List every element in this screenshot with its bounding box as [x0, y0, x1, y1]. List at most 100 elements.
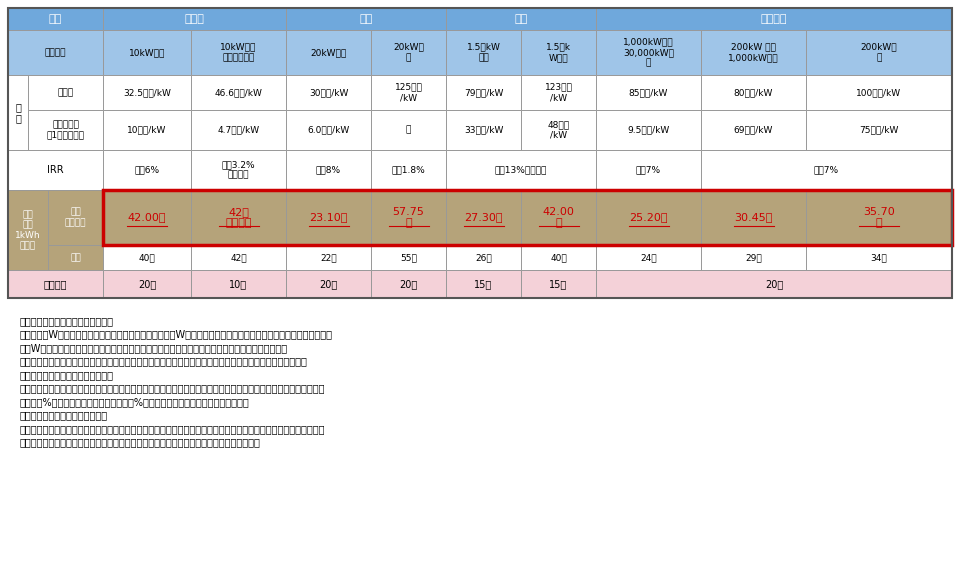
Bar [28, 75, 103, 110]
Bar [521, 245, 596, 270]
Bar [371, 75, 446, 110]
Text: 24円: 24円 [640, 253, 657, 262]
Text: 46.6万円/kW: 46.6万円/kW [215, 88, 262, 97]
Text: 税抜: 税抜 [70, 253, 81, 262]
Bar [191, 150, 286, 190]
Text: 調達
価格
1kWh
当たり: 調達 価格 1kWh 当たり [15, 210, 41, 250]
Text: 電源: 電源 [49, 14, 62, 24]
Text: 42円
（＊１）: 42円 （＊１） [226, 207, 252, 229]
Bar [286, 8, 446, 30]
Text: 42.00円: 42.00円 [128, 212, 166, 223]
Bar [701, 150, 952, 190]
Bar [8, 270, 103, 298]
Bar [191, 190, 286, 245]
Bar [446, 8, 596, 30]
Bar [103, 190, 191, 245]
Text: 30万円/kW: 30万円/kW [309, 88, 348, 97]
Bar [371, 245, 446, 270]
Bar [103, 150, 191, 190]
Bar [286, 190, 371, 245]
Text: 25.20円: 25.20円 [629, 212, 668, 223]
Bar [103, 110, 191, 150]
Text: （＊３）消費税の取扱いについて: （＊３）消費税の取扱いについて [20, 410, 108, 420]
Text: 運転維持費
（1年当たり）: 運転維持費 （1年当たり） [46, 120, 84, 140]
Text: 42.00
円: 42.00 円 [542, 207, 574, 229]
Bar [8, 150, 103, 190]
Bar [596, 75, 701, 110]
Bar [701, 190, 806, 245]
Text: 地熱: 地熱 [515, 14, 528, 24]
Bar [8, 8, 952, 298]
Bar [446, 150, 596, 190]
Bar [286, 30, 371, 75]
Text: 20年: 20年 [399, 279, 418, 289]
Text: 20kW未
満: 20kW未 満 [393, 43, 424, 62]
Text: 35.70
円: 35.70 円 [863, 207, 895, 229]
Bar [806, 110, 952, 150]
Bar [103, 190, 952, 245]
Text: （＊１）住宅用太陽光発電について: （＊１）住宅用太陽光発電について [20, 316, 114, 326]
Bar [446, 190, 521, 245]
Text: なお、一般消費者には消費税の納税義務がないことから、税抜き価格と税込み価格が同じとなっている。: なお、一般消費者には消費税の納税義務がないことから、税抜き価格と税込み価格が同じ… [20, 356, 308, 367]
Text: 123万円
/kW: 123万円 /kW [544, 83, 572, 102]
Text: 風力: 風力 [359, 14, 372, 24]
Text: 200kW 以上
1,000kW未満: 200kW 以上 1,000kW未満 [729, 43, 779, 62]
Text: 税前7%: 税前7% [636, 166, 661, 174]
Text: 建設費: 建設費 [58, 88, 74, 97]
Text: 税込
（＊３）: 税込 （＊３） [64, 208, 86, 227]
Bar [446, 110, 521, 150]
Text: 200kW未
満: 200kW未 満 [861, 43, 898, 62]
Bar [103, 8, 286, 30]
Text: 税前1.8%: 税前1.8% [392, 166, 425, 174]
Bar [103, 270, 191, 298]
Text: 26円: 26円 [475, 253, 492, 262]
Bar [191, 110, 286, 150]
Text: 75千円/kW: 75千円/kW [859, 125, 899, 135]
Text: 税前8%: 税前8% [316, 166, 341, 174]
Bar [371, 190, 446, 245]
Text: 20kW以上: 20kW以上 [310, 48, 347, 57]
Bar [596, 110, 701, 150]
Text: －: － [406, 125, 411, 135]
Bar [371, 150, 446, 190]
Bar [596, 245, 701, 270]
Bar [446, 75, 521, 110]
Text: 地表調査、調査井の掘削など地点開発に一件当たり４６億円程度かかること、事業化に結びつく成功率が低いこ: 地表調査、調査井の掘削など地点開発に一件当たり４６億円程度かかること、事業化に結… [20, 384, 325, 394]
Text: 42円: 42円 [230, 253, 247, 262]
Text: 費者向けが大宗となる太陽光発電の余剰買取の買取区分については、従来どおりとした。: 費者向けが大宗となる太陽光発電の余剰買取の買取区分については、従来どおりとした。 [20, 437, 261, 448]
Bar [191, 30, 286, 75]
Bar [701, 245, 806, 270]
Bar [191, 75, 286, 110]
Text: １０ｋW未満の太陽光発電については、一見、１０ｋW以上の価格と同一のように見えるが、家庭用については: １０ｋW未満の太陽光発電については、一見、１０ｋW以上の価格と同一のように見える… [20, 329, 333, 339]
Bar [596, 30, 701, 75]
Bar [806, 30, 952, 75]
Bar [446, 245, 521, 270]
Text: 6.0千円/kW: 6.0千円/kW [307, 125, 349, 135]
Text: 22円: 22円 [321, 253, 337, 262]
Text: 税前6%: 税前6% [134, 166, 159, 174]
Text: 10kW未満
（余剰買取）: 10kW未満 （余剰買取） [220, 43, 256, 62]
Text: 4.7千円/kW: 4.7千円/kW [217, 125, 259, 135]
Bar [191, 270, 286, 298]
Bar [286, 245, 371, 270]
Text: 29円: 29円 [745, 253, 762, 262]
Text: 33千円/kW: 33千円/kW [464, 125, 503, 135]
Bar [521, 270, 596, 298]
Bar [701, 75, 806, 110]
Bar [191, 245, 286, 270]
Bar [371, 270, 446, 298]
Bar [8, 190, 48, 270]
Text: 100万円/kW: 100万円/kW [856, 88, 901, 97]
Bar [701, 110, 806, 150]
Text: （＊２）地熱発電のＩＲＲについて: （＊２）地熱発電のＩＲＲについて [20, 370, 114, 380]
Text: 10千円/kW: 10千円/kW [128, 125, 167, 135]
Bar [8, 75, 28, 150]
Bar [806, 245, 952, 270]
Text: 27.30円: 27.30円 [465, 212, 503, 223]
Bar [28, 110, 103, 150]
Bar [806, 190, 952, 245]
Bar [8, 30, 103, 75]
Bar [103, 30, 191, 75]
Text: 調達期間: 調達期間 [44, 279, 67, 289]
Text: 15年: 15年 [474, 279, 492, 289]
